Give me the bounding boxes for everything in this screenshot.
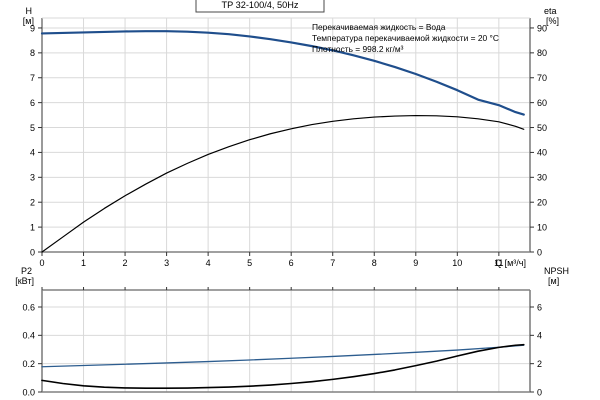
lower-right-tick-0: 0 xyxy=(537,387,542,397)
info-line-1: Температура перекачиваемой жидкости = 20… xyxy=(312,33,499,43)
upper-x-tick-0: 0 xyxy=(39,258,44,268)
lower-left-axis-label: P2 xyxy=(21,266,32,276)
efficiency-curve xyxy=(41,114,525,253)
upper-right-tick-8: 80 xyxy=(537,48,547,58)
upper-right-tick-2: 20 xyxy=(537,198,547,208)
lower-left-axis-unit: [кВт] xyxy=(15,276,34,286)
upper-left-tick-8: 8 xyxy=(30,48,35,58)
info-line-0: Перекачиваемая жидкость = Вода xyxy=(312,22,446,32)
power-curve xyxy=(41,344,525,368)
upper-right-tick-5: 50 xyxy=(537,123,547,133)
upper-left-axis-label: H xyxy=(26,6,33,16)
lower-right-axis-label: NPSH xyxy=(544,266,569,276)
head-curve xyxy=(40,30,525,116)
upper-x-tick-8: 8 xyxy=(372,258,377,268)
info-line-2: Плотность = 998.2 кг/м³ xyxy=(312,44,404,54)
upper-right-tick-7: 70 xyxy=(537,73,547,83)
lower-right-axis-unit: [м] xyxy=(548,276,559,286)
lower-left-tick-0: 0.0 xyxy=(22,387,35,397)
lower-right-tick-1: 2 xyxy=(537,359,542,369)
upper-left-tick-6: 6 xyxy=(30,98,35,108)
lower-left-tick-1: 0.2 xyxy=(22,359,35,369)
upper-right-axis-unit: [%] xyxy=(546,16,559,26)
lower-left-tick-3: 0.6 xyxy=(22,302,35,312)
upper-left-tick-4: 4 xyxy=(30,148,35,158)
upper-x-tick-4: 4 xyxy=(206,258,211,268)
upper-x-tick-3: 3 xyxy=(164,258,169,268)
npsh-curve xyxy=(41,343,525,389)
upper-x-tick-1: 1 xyxy=(81,258,86,268)
upper-right-tick-3: 30 xyxy=(537,173,547,183)
upper-x-tick-7: 7 xyxy=(330,258,335,268)
upper-right-tick-0: 0 xyxy=(537,247,542,257)
chart-title: TP 32-100/4, 50Hz xyxy=(222,0,299,10)
upper-right-tick-4: 40 xyxy=(537,148,547,158)
upper-left-tick-0: 0 xyxy=(30,247,35,257)
upper-left-tick-2: 2 xyxy=(30,198,35,208)
upper-x-tick-2: 2 xyxy=(123,258,128,268)
upper-right-axis-label: eta xyxy=(544,6,557,16)
upper-x-tick-6: 6 xyxy=(289,258,294,268)
upper-x-axis-label: Q [м³/ч] xyxy=(495,258,526,268)
title-box xyxy=(195,0,325,13)
upper-right-tick-1: 10 xyxy=(537,222,547,232)
lower-left-tick-2: 0.4 xyxy=(22,331,35,341)
upper-x-tick-11: 11 xyxy=(494,258,503,268)
upper-left-tick-1: 1 xyxy=(30,222,35,232)
upper-left-tick-9: 9 xyxy=(30,23,35,33)
lower-right-tick-3: 6 xyxy=(537,302,542,312)
upper-x-tick-9: 9 xyxy=(413,258,418,268)
upper-left-tick-7: 7 xyxy=(30,73,35,83)
upper-left-tick-3: 3 xyxy=(30,173,35,183)
lower-right-tick-2: 4 xyxy=(537,331,542,341)
upper-right-tick-9: 90 xyxy=(537,23,547,33)
upper-left-axis-unit: [м] xyxy=(23,16,34,26)
upper-left-tick-5: 5 xyxy=(30,123,35,133)
upper-right-tick-6: 60 xyxy=(537,98,547,108)
upper-x-tick-5: 5 xyxy=(247,258,252,268)
upper-x-tick-10: 10 xyxy=(452,258,462,268)
